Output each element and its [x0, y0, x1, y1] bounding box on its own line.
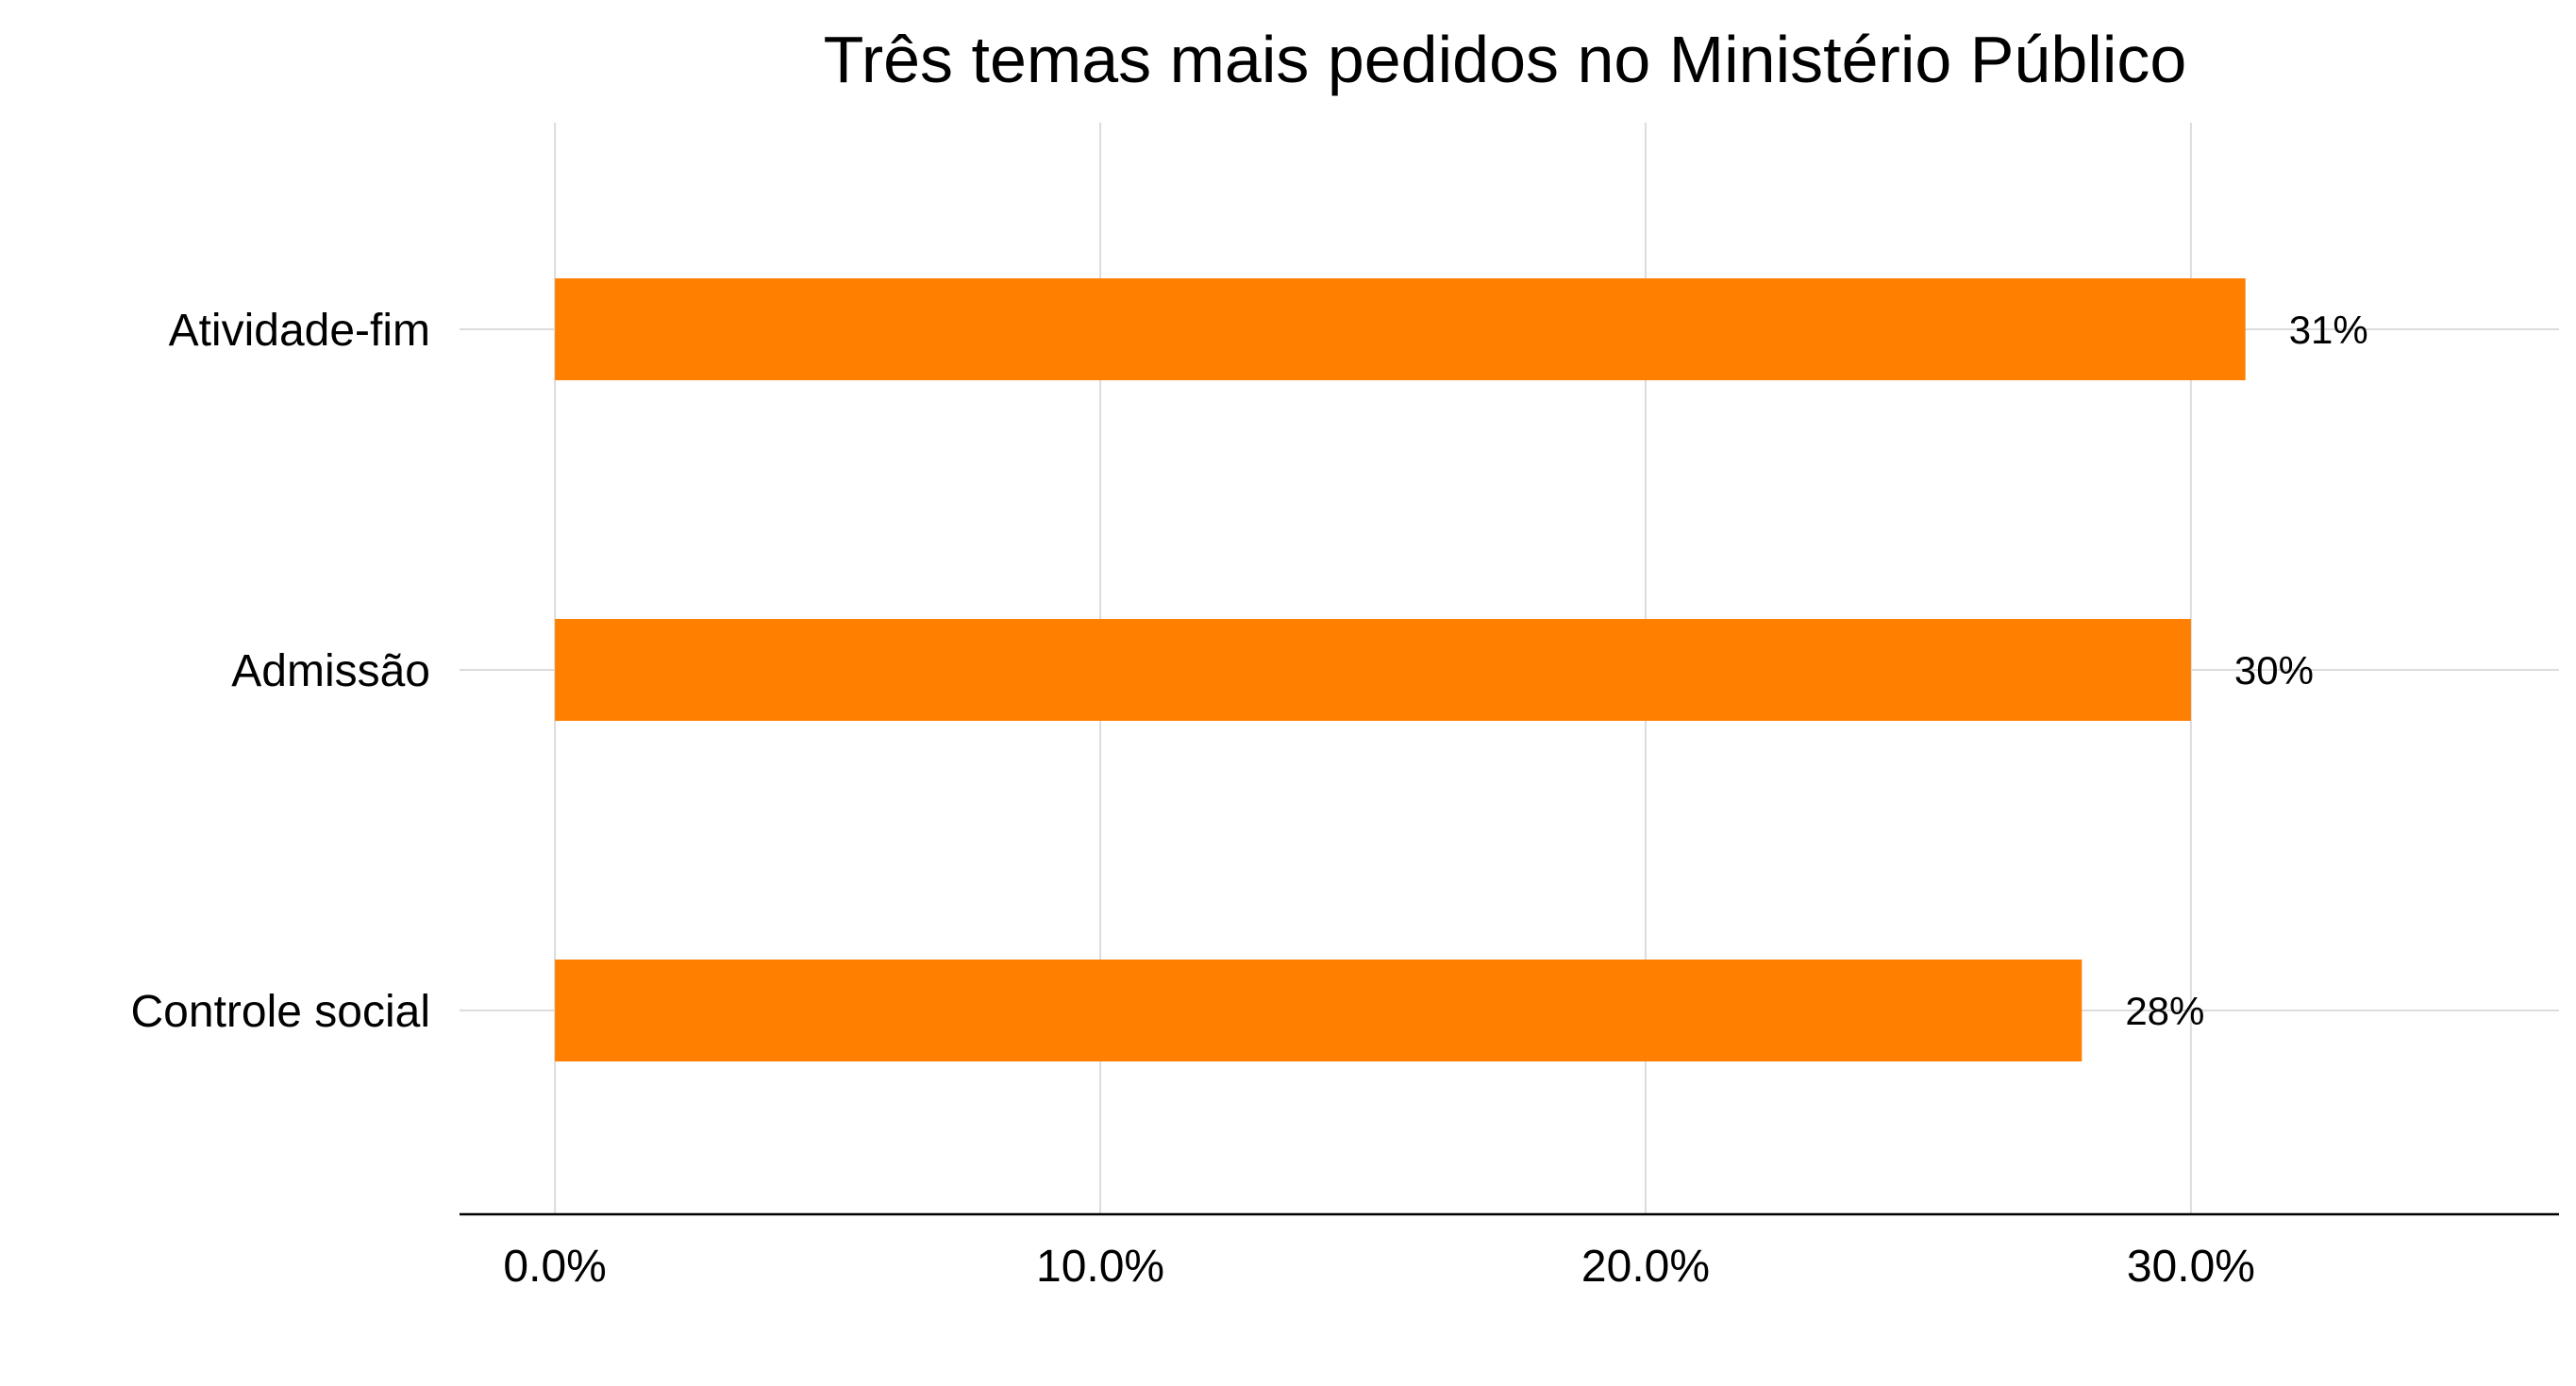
- bar: [555, 619, 2191, 721]
- bar-value-label: 28%: [2125, 989, 2204, 1033]
- x-tick-label: 0.0%: [503, 1242, 606, 1292]
- category-label: Controle social: [131, 987, 430, 1037]
- x-tick-label: 30.0%: [2127, 1242, 2255, 1292]
- bar: [555, 278, 2246, 380]
- bar: [555, 960, 2083, 1061]
- x-tick-labels: 0.0% 10.0% 20.0% 30.0%: [503, 1242, 2255, 1292]
- category-label: Atividade-fim: [169, 306, 430, 356]
- data-labels: 31% 30% 28%: [2125, 308, 2367, 1033]
- bar-value-label: 30%: [2234, 648, 2314, 693]
- category-label: Admissão: [231, 646, 430, 696]
- bars: [555, 278, 2246, 1061]
- x-tick-label: 20.0%: [1581, 1242, 1710, 1292]
- chart-title: Três temas mais pedidos no Ministério Pú…: [824, 23, 2187, 96]
- category-labels: Atividade-fim Admissão Controle social: [131, 306, 430, 1037]
- bar-value-label: 31%: [2289, 308, 2368, 352]
- x-tick-label: 10.0%: [1036, 1242, 1164, 1292]
